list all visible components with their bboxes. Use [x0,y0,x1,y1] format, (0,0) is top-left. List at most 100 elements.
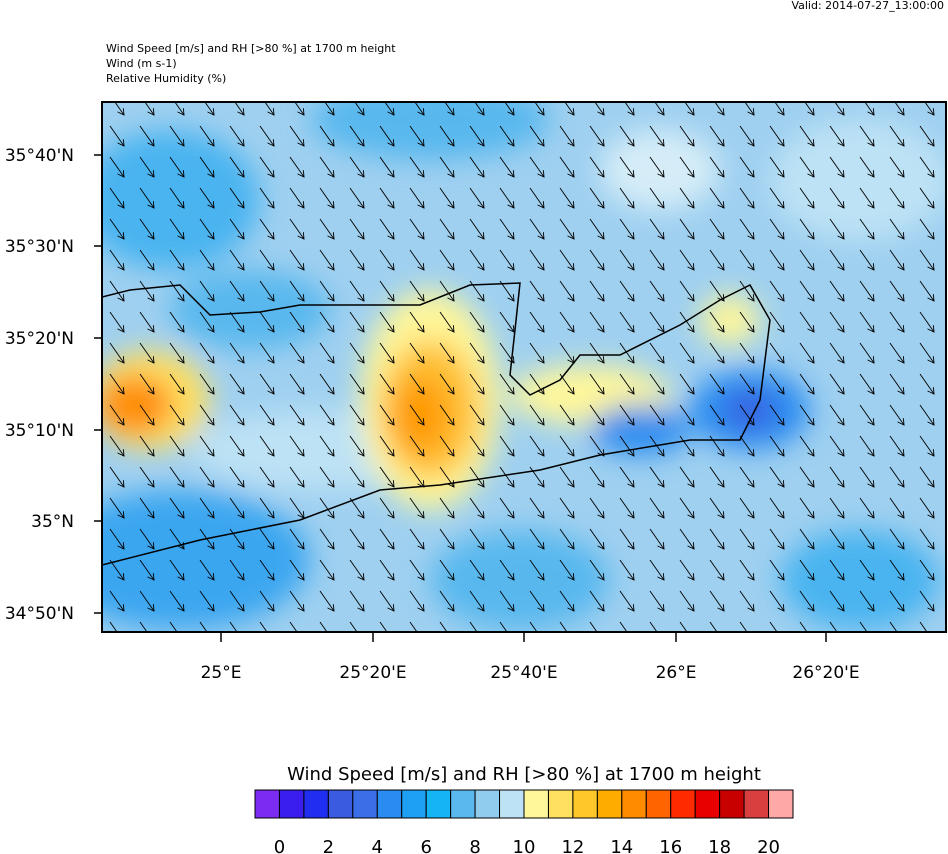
wind-arrow [439,559,454,580]
colorbar-label: 4 [372,837,383,854]
wind-arrow [559,621,568,632]
wind-arrow [229,218,244,239]
wind-arrow [529,373,544,394]
wind-arrow [409,373,424,394]
wind-arrow [589,590,604,611]
wind-arrow [559,311,574,332]
wind-arrow [709,249,724,270]
wind-arrow [319,590,334,611]
wind-arrow [384,102,394,115]
wind-arrow [259,621,268,632]
wind-arrow [859,218,874,239]
wind-arrow [529,280,544,301]
wind-arrow [739,621,748,632]
wind-arrow [559,156,574,177]
wind-arrow [324,102,334,115]
wind-arrow [859,466,874,487]
wind-arrow [169,156,184,177]
wind-arrow [474,102,484,115]
wind-arrow [589,249,604,270]
wind-arrow [769,125,784,146]
wind-arrow [169,342,184,363]
wind-arrow [619,621,628,632]
wind-arrow [829,280,844,301]
wind-arrow [679,404,694,425]
colorbar-label: 16 [659,837,682,854]
wind-arrow [889,342,904,363]
wind-arrow [109,342,124,363]
colorbar-box [376,789,403,819]
wind-arrow [379,342,394,363]
wind-arrow [169,187,184,208]
wind-arrow [169,249,184,270]
wind-arrow [289,249,304,270]
wind-arrow [709,373,724,394]
wind-arrow [169,590,184,611]
wind-arrow [829,404,844,425]
wind-arrow [229,373,244,394]
wind-arrow [199,621,208,632]
wind-arrow [169,280,184,301]
wind-arrow [499,280,514,301]
wind-arrow [679,373,694,394]
wind-arrow [889,187,904,208]
wind-arrow [649,280,664,301]
colorbar-label: 12 [561,837,584,854]
wind-arrow [559,125,574,146]
wind-arrow [169,466,184,487]
wind-arrow [409,218,424,239]
wind-arrow [799,404,814,425]
wind-arrow [319,280,334,301]
wind-arrow [589,528,604,549]
wind-arrow [439,187,454,208]
wind-arrow [919,156,934,177]
wind-arrow [559,497,574,518]
wind-arrow [379,466,394,487]
wind-arrow [739,373,754,394]
colorbar-box [768,789,794,819]
lon-label: 26°E [656,663,697,683]
wind-arrow [469,559,484,580]
wind-arrow [259,528,274,549]
wind-arrow [204,102,214,115]
wind-arrow [619,311,634,332]
wind-arrow [469,280,484,301]
wind-arrow [349,559,364,580]
wind-arrow [109,404,124,425]
wind-arrow [679,280,694,301]
wind-arrow [139,466,154,487]
wind-arrow [769,590,784,611]
wind-arrow [469,528,484,549]
wind-arrow [139,280,154,301]
wind-arrow [289,466,304,487]
wind-arrow [379,497,394,518]
wind-arrow [829,187,844,208]
wind-arrow [739,249,754,270]
wind-arrow [529,559,544,580]
lat-label: 35°30'N [5,237,74,257]
wind-arrow [679,125,694,146]
wind-arrow [379,156,394,177]
wind-arrow [109,466,124,487]
wind-arrow [679,218,694,239]
wind-arrow [924,102,934,115]
wind-arrow [739,218,754,239]
wind-arrow [649,559,664,580]
wind-arrow [259,435,274,456]
wind-arrow [169,528,184,549]
wind-arrow [559,404,574,425]
wind-arrow [559,218,574,239]
wind-arrow [139,404,154,425]
wind-arrow [169,373,184,394]
wind-arrow [564,102,574,115]
lon-label: 25°40'E [490,663,557,683]
wind-arrow [769,435,784,456]
wind-arrow [169,435,184,456]
wind-arrow [529,621,538,632]
wind-arrow [199,559,214,580]
wind-arrow [319,466,334,487]
wind-arrow [829,373,844,394]
wind-arrow [529,311,544,332]
wind-arrow [439,311,454,332]
wind-arrow [589,342,604,363]
